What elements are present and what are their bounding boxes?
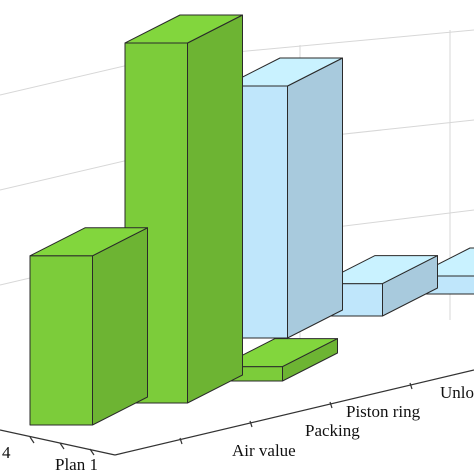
category-label-air-value: Air value <box>232 441 296 460</box>
bar-top-face <box>219 338 338 368</box>
bar-top-face <box>29 227 148 257</box>
category-label-piston-ring: Piston ring <box>346 402 421 421</box>
bar-side-face <box>92 227 148 426</box>
row-label-plan-1: Plan 1 <box>55 455 98 474</box>
bar-side-face <box>287 57 343 339</box>
bar-top-face <box>224 57 343 87</box>
axis-layer <box>0 369 474 456</box>
bar-front-face <box>29 255 93 426</box>
category-label-unlo: Unlo… <box>440 383 474 402</box>
y-tick-label: 4 <box>2 443 11 462</box>
labels-layer: 4 Plan 1 Air value Packing Piston ring U… <box>2 383 474 474</box>
category-label-packing: Packing <box>305 421 360 440</box>
bar-top-face <box>319 255 438 285</box>
bar-row1-cat1 <box>29 227 148 426</box>
x-axis-line <box>0 369 474 456</box>
bars-layer <box>29 14 474 426</box>
axis-ticks <box>29 382 413 456</box>
bar-top-face <box>124 14 243 44</box>
bar-side-face <box>187 14 243 404</box>
bar-row1-cat3 <box>219 338 338 382</box>
